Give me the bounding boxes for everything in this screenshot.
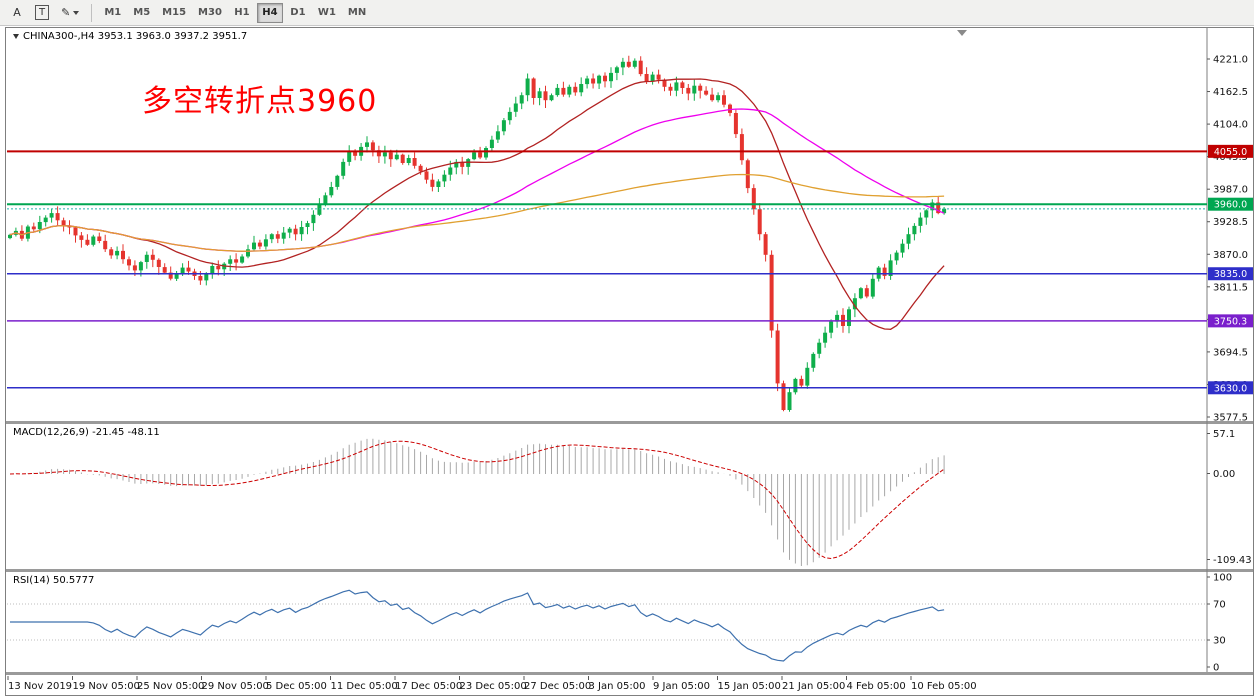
macd-label: MACD(12,26,9) -21.45 -48.11: [13, 427, 160, 438]
drawing-tool-button[interactable]: ✎: [56, 3, 84, 23]
toolbar-separator: [91, 3, 93, 22]
chart-annotation: 多空转折点3960: [142, 84, 378, 119]
time-axis-label: 4 Feb 05:00: [847, 681, 906, 692]
pane-separator[interactable]: [6, 672, 1253, 675]
macd-signal-line: [9, 440, 945, 560]
macd-axis-label: -109.43: [1213, 555, 1252, 566]
price-tick-label: 3987.0: [1213, 185, 1248, 196]
text-tool-icon: T: [35, 5, 50, 20]
time-axis-label: 17 Dec 05:00: [395, 681, 462, 692]
price-line-badge: [1208, 381, 1253, 395]
timeframe-m1-button[interactable]: M1: [104, 7, 122, 18]
timeframe-m5-button[interactable]: M5: [133, 7, 151, 18]
price-tick-label: 4162.5: [1213, 87, 1248, 98]
time-axis-label: 25 Nov 05:00: [137, 681, 204, 692]
macd-histogram: [15, 438, 945, 566]
price-line-badge-label: 3630.0: [1214, 383, 1247, 394]
timeframe-mn-button[interactable]: MN: [347, 7, 367, 18]
time-axis-label: 11 Dec 05:00: [331, 681, 398, 692]
timeframe-m30-button[interactable]: M30: [198, 7, 222, 18]
price-line-badge: [1208, 144, 1253, 158]
rsi-label: RSI(14) 50.5777: [13, 575, 95, 586]
price-tick-label: 4221.0: [1213, 55, 1248, 66]
macd-axis-label: 0.00: [1213, 469, 1235, 480]
price-tick-label: 3811.5: [1213, 282, 1248, 293]
auto-scroll-marker-icon[interactable]: [957, 30, 967, 36]
time-axis-label: 10 Feb 05:00: [911, 681, 977, 692]
dropdown-caret-icon: [73, 10, 80, 15]
chart-window-border: [5, 27, 1254, 696]
collapse-triangle-icon: [13, 34, 19, 39]
ma-slow-line: [9, 173, 945, 252]
chart-title-text: CHINA300-,H4 3953.1 3963.0 3937.2 3951.7: [23, 31, 248, 42]
time-axis-label: 3 Jan 05:00: [589, 681, 646, 692]
price-tick-label: 3577.5: [1213, 413, 1248, 424]
rsi-axis-label: 0: [1213, 663, 1219, 674]
pane-separator[interactable]: [6, 421, 1253, 424]
rsi-axis-label: 30: [1213, 636, 1226, 647]
price-tick-label: 3928.5: [1213, 217, 1248, 228]
price-line-badge-label: 3835.0: [1214, 269, 1247, 280]
time-axis-label: 9 Jan 05:00: [653, 681, 710, 692]
timeframe-h1-button[interactable]: H1: [234, 7, 250, 18]
price-line-badge: [1208, 314, 1253, 328]
pane-separator[interactable]: [6, 569, 1253, 572]
timeframe-h4-button[interactable]: H4: [256, 2, 283, 23]
time-axis-label: 29 Nov 05:00: [202, 681, 269, 692]
macd-axis-label: 57.1: [1213, 429, 1235, 440]
price-tick-label: 3694.5: [1213, 347, 1248, 358]
price-line-badge-label: 4055.0: [1214, 147, 1247, 158]
time-axis-label: 27 Dec 05:00: [524, 681, 591, 692]
rsi-axis-label: 70: [1213, 600, 1226, 611]
time-axis-label: 13 Nov 2019: [8, 681, 72, 692]
price-line-badge-label: 3750.3: [1214, 316, 1247, 327]
price-tick-label: 3870.0: [1213, 250, 1248, 261]
arrow-tool-button[interactable]: A: [6, 3, 28, 23]
price-tick-label: 4104.0: [1213, 120, 1248, 131]
rsi-line: [10, 589, 945, 662]
ma-mid-line: [9, 108, 945, 252]
chart-title: CHINA300-,H4 3953.1 3963.0 3937.2 3951.7: [13, 31, 247, 42]
price-line-badge: [1208, 197, 1253, 211]
arrow-tool-label: A: [13, 6, 21, 19]
time-axis-label: 5 Dec 05:00: [266, 681, 327, 692]
toolbar: A T ✎ M1 M5 M15 M30 H1 H4 D1 W1 MN: [0, 0, 1254, 26]
price-line-badge-label: 3960.0: [1214, 200, 1247, 211]
ma-fast-line: [9, 78, 945, 330]
price-line-badge: [1208, 267, 1253, 281]
timeframe-m15-button[interactable]: M15: [162, 7, 187, 18]
timeframe-w1-button[interactable]: W1: [317, 7, 336, 18]
rsi-axis-label: 100: [1213, 573, 1232, 584]
candle-wicks-down: [21, 55, 939, 412]
time-axis-label: 19 Nov 05:00: [73, 681, 140, 692]
time-axis-label: 23 Dec 05:00: [460, 681, 527, 692]
time-axis-label: 21 Jan 05:00: [782, 681, 845, 692]
pencil-icon: ✎: [61, 6, 71, 19]
time-axis-label: 15 Jan 05:00: [718, 681, 781, 692]
timeframe-d1-button[interactable]: D1: [290, 7, 306, 18]
text-label-tool-button[interactable]: T: [30, 3, 54, 23]
